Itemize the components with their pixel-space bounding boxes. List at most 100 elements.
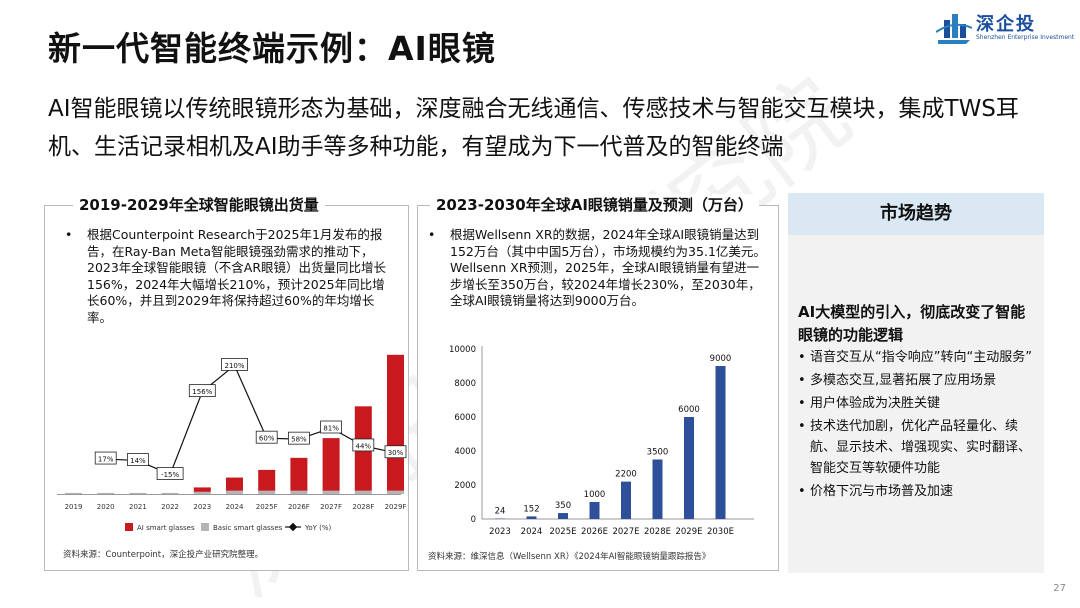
- list-item: • 语音交互从“指令响应”转向“主动服务”: [798, 347, 1036, 368]
- yoy-label-box: [156, 467, 184, 480]
- x-tick-label: 2024: [226, 503, 244, 511]
- x-tick-label: 2026F: [288, 503, 310, 511]
- bar-2028E: [652, 459, 663, 519]
- yoy-label: 210%: [224, 362, 244, 370]
- bar-2030E: [715, 366, 726, 519]
- list-item-text: 技术迭代加剧，优化产品轻量化、续航、显示技术、增强现实、实时翻译、智能交互等软硬…: [810, 419, 1032, 476]
- building-logo-icon: [936, 14, 972, 44]
- bullet-dot-icon: •: [798, 396, 806, 411]
- y-tick-label: 2000: [454, 481, 476, 491]
- bar-basic-2029F: [387, 490, 404, 494]
- bar-basic-2021: [129, 492, 147, 494]
- y-tick-label: 10000: [449, 345, 476, 355]
- page-title: 新一代智能终端示例：AI眼镜: [48, 29, 496, 68]
- x-tick-label: 2019: [65, 503, 83, 511]
- bullet-dot-icon: •: [798, 419, 806, 434]
- list-item-text: 用户体验成为决胜关键: [810, 396, 941, 411]
- yoy-line: [105, 364, 396, 476]
- x-tick-label: 2029E: [675, 527, 702, 537]
- x-tick-label: 2021: [129, 503, 147, 511]
- bar-ai-2025F: [258, 469, 276, 491]
- sales-chart: 0 2000 4000 6000 8000 10000 24 152 350 1000 2200 3…: [449, 345, 754, 537]
- x-tick-label: 2029F: [385, 503, 407, 511]
- yoy-label-box: [320, 420, 343, 434]
- legend-swatch-ai: [125, 523, 133, 531]
- bar-2024: [526, 516, 537, 519]
- bar-2027E: [621, 481, 631, 519]
- x-tick-label: 2028F: [352, 503, 374, 511]
- y-tick-label: 8000: [454, 379, 476, 389]
- x-tick-label: 2020: [97, 503, 115, 511]
- list-item-text: 价格下沉与市场普及加速: [810, 484, 954, 499]
- sales-panel: 2023-2030年全球AI眼镜销量及预测（万台） • 根据Wellsenn X…: [417, 194, 779, 571]
- yoy-label: 156%: [192, 388, 212, 396]
- sales-bullet-text: 根据Wellsenn XR的数据，2024年全球AI眼镜销量达到152万台（其中…: [450, 227, 766, 308]
- data-label: 2200: [615, 470, 637, 480]
- y-tick-label: 6000: [454, 413, 476, 423]
- x-tick-label: 2027F: [320, 503, 342, 511]
- bar-basic-2025F: [258, 490, 276, 494]
- x-tick-label: 2028E: [644, 527, 671, 537]
- yoy-label: 58%: [291, 436, 307, 444]
- bar-2029E: [684, 417, 694, 519]
- x-tick-label: 2027E: [612, 527, 639, 537]
- company-logo: 深企投 Shenzhen Enterprise Investment: [936, 6, 1074, 50]
- data-label: 152: [523, 504, 539, 514]
- logo-subtitle: Shenzhen Enterprise Investment: [976, 34, 1075, 41]
- bar-basic-2023: [193, 491, 211, 494]
- sales-source: 资料来源：维深信息（Wellsenn XR）《2024年AI智能眼镜销量跟踪报告…: [428, 552, 711, 562]
- list-item-text: 多模态交互,显著拓展了应用场景: [810, 373, 997, 388]
- bar-basic-2026F: [290, 490, 308, 494]
- x-tick-label: 2024: [521, 527, 543, 537]
- yoy-label-box: [127, 453, 149, 466]
- data-label: 9000: [710, 354, 732, 364]
- yoy-label: 81%: [323, 425, 339, 433]
- bar-ai-2027F: [322, 438, 340, 491]
- sales-panel-title: 2023-2030年全球AI眼镜销量及预测（万台）: [430, 194, 759, 215]
- x-tick-label: 2022: [161, 503, 179, 511]
- yoy-label: -15%: [161, 471, 179, 479]
- data-label: 3500: [647, 448, 669, 458]
- bar-basic-2028F: [354, 490, 372, 494]
- shipment-chart: 17% 14% -15% 156% 210% 60% 58% 81% 44% 30% 2019 20…: [57, 354, 407, 532]
- yoy-label: 14%: [130, 457, 146, 465]
- bullet-dot-icon: •: [798, 373, 806, 388]
- chart-legend: AI smart glasses Basic smart glasses YoY…: [125, 522, 332, 532]
- x-tick-label: 2023: [489, 527, 511, 537]
- legend-swatch-basic: [201, 523, 209, 531]
- legend-label-ai: AI smart glasses: [137, 524, 195, 532]
- sales-bullet: • 根据Wellsenn XR的数据，2024年全球AI眼镜销量达到152万台（…: [428, 227, 768, 310]
- shipment-panel: 2019-2029年全球智能眼镜出货量 • 根据Counterpoint Res…: [44, 194, 409, 571]
- shipment-bullet: • 根据Counterpoint Research于2025年1月发布的报告，在…: [65, 227, 397, 326]
- y-tick-label: 4000: [454, 447, 476, 457]
- data-label: 1000: [584, 490, 606, 500]
- yoy-label-box: [255, 430, 278, 444]
- legend-label-yoy: YoY (%): [304, 524, 332, 532]
- data-label: 350: [555, 501, 571, 511]
- x-tick-label: 2026E: [581, 527, 608, 537]
- data-label: 6000: [678, 405, 700, 415]
- yoy-label-box: [384, 445, 407, 459]
- bullet-dot-icon: •: [428, 227, 436, 242]
- x-tick-label: 2025F: [256, 503, 278, 511]
- bullet-dot-icon: •: [798, 350, 806, 365]
- page-number: 27: [1053, 583, 1066, 594]
- bar-2026E: [589, 502, 600, 519]
- bar-basic-2024: [226, 490, 243, 494]
- yoy-label-box: [188, 384, 216, 398]
- list-item: • 用户体验成为决胜关键: [798, 393, 1036, 414]
- yoy-label-box: [94, 451, 117, 465]
- bar-basic-2027F: [322, 490, 340, 494]
- yoy-label: 60%: [259, 435, 275, 443]
- shipment-panel-title: 2019-2029年全球智能眼镜出货量: [73, 194, 325, 215]
- y-tick-label: 0: [471, 515, 476, 525]
- x-tick-label: 2030E: [707, 527, 734, 537]
- list-item: • 价格下沉与市场普及加速: [798, 481, 1036, 502]
- legend-marker-yoy: [288, 522, 298, 532]
- bar-ai-2024: [226, 477, 243, 491]
- yoy-label: 30%: [388, 449, 404, 457]
- bar-basic-2020: [97, 492, 115, 494]
- list-item-text: 语音交互从“指令响应”转向“主动服务”: [810, 350, 1032, 365]
- yoy-label: 44%: [356, 442, 372, 450]
- logo-name: 深企投: [976, 14, 1036, 35]
